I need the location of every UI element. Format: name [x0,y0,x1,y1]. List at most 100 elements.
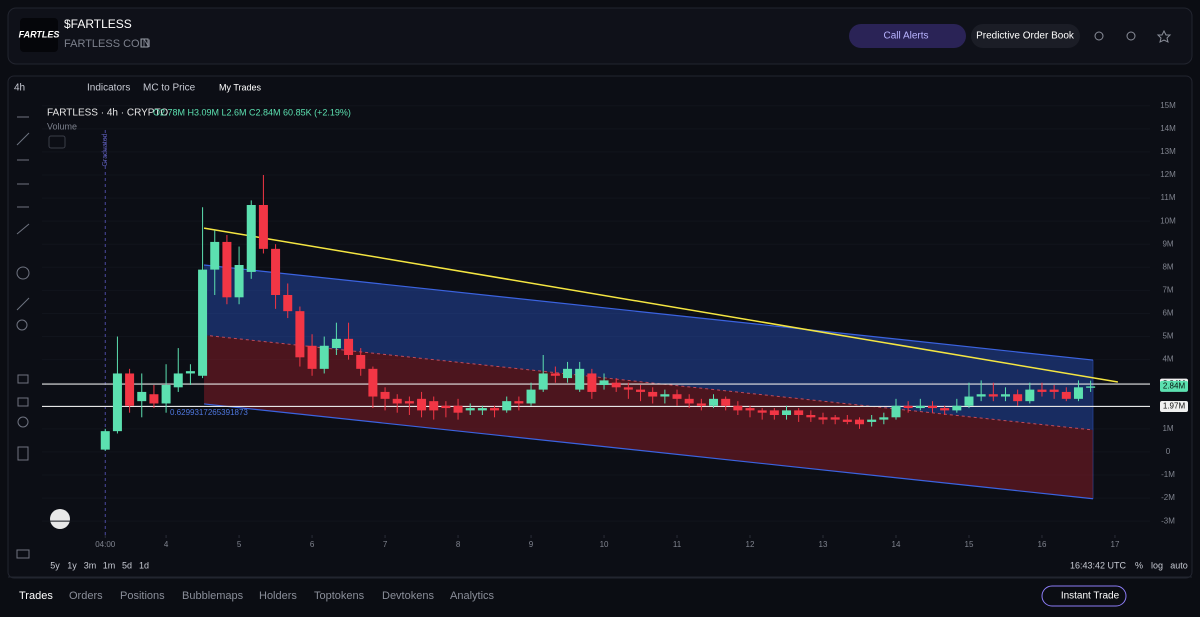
y-tick-label: 5M [1162,332,1173,341]
candle-body [903,405,913,409]
logo [20,18,58,52]
collapse-button[interactable] [48,135,66,149]
clock: 16:43:42 UTC [1070,560,1127,570]
tab[interactable]: Trades [19,590,53,602]
candle-body [283,295,293,312]
candle-body [210,241,220,270]
tab[interactable]: Toptokens [314,590,365,602]
candle-body [1013,394,1023,402]
x-tick-label: 4 [164,540,169,549]
tab[interactable]: Holders [259,590,297,602]
price-label-bg [1160,400,1188,412]
toolbar-item[interactable]: Indicators [87,83,130,94]
tool-icon[interactable] [17,397,29,407]
candle-body [198,269,208,376]
x-tick-label: 10 [600,540,609,549]
tab[interactable]: Devtokens [382,590,434,602]
close-label: 2.84M [1163,381,1186,390]
y-tick-label: -2M [1161,493,1175,502]
settings-icon[interactable] [1094,31,1104,41]
y-tick-label: 9M [1162,239,1173,248]
candle-body [854,419,864,425]
candle-body [271,248,281,295]
candle-body [794,410,804,415]
logo-text: FARTLES [19,29,60,39]
chart-subtitle: O2.78M H3.09M L2.6M C2.84M 60.85K (+2.19… [153,107,351,117]
star-icon[interactable] [1156,29,1172,43]
tool-icon[interactable] [16,223,30,235]
candle-body [222,241,232,298]
tab[interactable]: Orders [69,590,103,602]
candle-body [976,394,986,397]
toolbar-item[interactable]: My Trades [219,82,262,92]
candle-body [733,405,743,411]
tab[interactable]: Positions [120,590,165,602]
range-button[interactable]: 5d [122,560,132,570]
candle-body [745,408,755,411]
tool-icon[interactable] [17,374,29,384]
candle-body [380,391,390,399]
candle-body [940,408,950,411]
candle-body [1073,387,1083,399]
share-icon[interactable] [1126,31,1136,41]
header-panel [7,7,1193,65]
candle-body [964,396,974,406]
copy-icon[interactable] [140,38,149,48]
candle-body [1000,394,1010,397]
candle-body [368,368,378,397]
tool-icon[interactable] [17,446,29,461]
candle-body [490,408,500,411]
tool-icon[interactable] [16,266,30,280]
tool-icon[interactable] [16,319,28,331]
instant-trade-label: Instant Trade [1061,591,1120,602]
tool-icon[interactable] [16,549,30,559]
tool-icon[interactable] [17,416,29,428]
channel-upper-fill [204,265,1094,430]
candle-body [891,405,901,418]
toolbar-item[interactable]: MC to Price [143,83,196,94]
instant-trade-button[interactable] [1041,585,1127,607]
range-button[interactable]: 1y [67,560,77,570]
candle-body [100,431,110,450]
candle-body [1049,389,1059,392]
tab[interactable]: Analytics [450,590,495,602]
range-button[interactable]: 1m [103,560,116,570]
candle-body [684,398,694,404]
tab[interactable]: Bubblemaps [182,590,244,602]
candle-body [417,398,427,411]
interval[interactable]: 4h [14,83,25,94]
scale-option[interactable]: auto [1170,560,1188,570]
y-tick-label: -3M [1161,516,1175,525]
candle-body [575,368,585,390]
range-button[interactable]: 1d [139,560,149,570]
tool-icon[interactable] [16,132,30,146]
close-label-bg [1160,380,1188,392]
x-tick-label: 9 [529,540,534,549]
trendline [203,227,1119,383]
call-alerts-button[interactable] [849,24,966,48]
tool-icon[interactable] [16,297,30,311]
x-tick-label: 13 [819,540,828,549]
candle-body [611,382,621,388]
candle-body [125,373,135,406]
candle-body [307,345,317,369]
candle-body [563,368,573,379]
candle-body [988,394,998,397]
candle-body [867,419,877,422]
scale-option[interactable]: log [1151,560,1163,570]
range-button[interactable]: 5y [50,560,60,570]
x-tick-label: 5 [237,540,242,549]
candle-body [477,408,487,411]
candle-body [879,417,889,420]
candle-body [465,408,475,411]
candle-body [636,389,646,392]
candle-body [952,405,962,411]
candle-body [295,311,305,358]
ticker: $FARTLESS [64,17,132,31]
order-book-button[interactable] [971,24,1080,48]
y-tick-label: 8M [1162,262,1173,271]
range-button[interactable]: 3m [84,560,97,570]
annotation: 0.6299317265391873 [170,408,248,417]
y-tick-label: 11M [1161,193,1176,202]
scale-option[interactable]: % [1135,560,1143,570]
